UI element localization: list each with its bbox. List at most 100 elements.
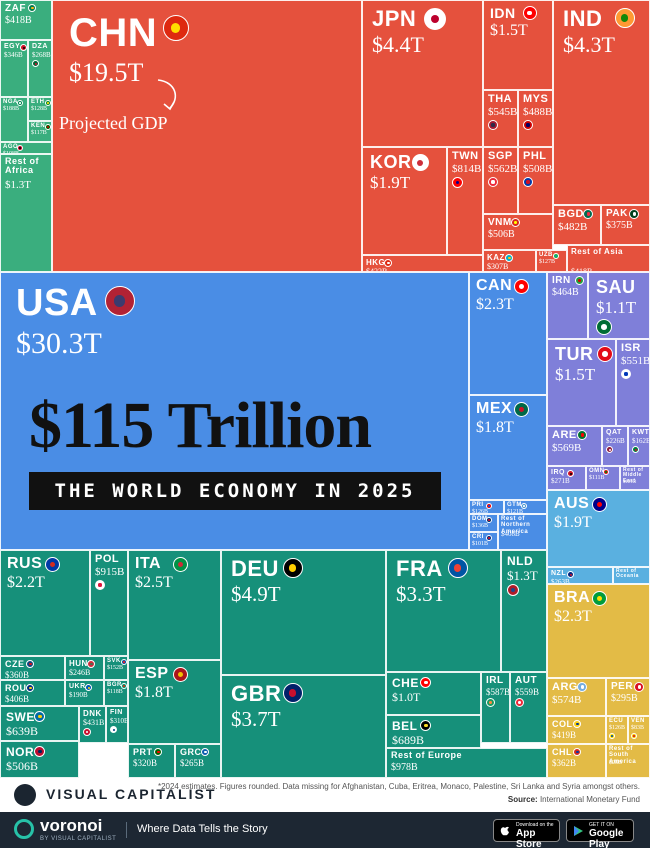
cell-value: $1.5T — [555, 365, 596, 384]
flag-icon — [634, 682, 645, 692]
cell-gtm: GTM $121B — [504, 500, 547, 514]
headline-total: $115 Trillion — [29, 389, 372, 462]
cell-kor: KOR $1.9T — [362, 147, 447, 255]
cell-rou: ROU $406B — [0, 680, 65, 706]
flag-icon — [513, 279, 529, 294]
annotation-arrow-icon — [157, 79, 177, 111]
cell-code: CZE — [5, 659, 25, 669]
flag-icon — [486, 698, 495, 707]
app-store-small: Download on the — [516, 822, 554, 828]
cell-value: $307B — [487, 262, 509, 271]
cell-value: $320B — [133, 758, 158, 768]
cell-value: $1.8T — [476, 419, 514, 436]
cell-chn: CHN $19.5T — [52, 0, 362, 272]
cell-value: $246B — [69, 668, 91, 677]
flag-icon — [486, 503, 493, 509]
flag-icon — [603, 469, 610, 475]
cell-rest-of-northern-america: Rest of Northern America $408B — [498, 514, 547, 550]
cell-nld: NLD $1.3T — [501, 550, 547, 672]
cell-code: Rest of Africa — [5, 156, 40, 176]
cell-chl: CHL $362B — [547, 744, 606, 778]
cell-value: $128B — [31, 106, 48, 112]
cell-are: ARE $569B — [547, 426, 602, 466]
cell-gbr: GBR $3.7T — [221, 675, 386, 778]
cell-code: DOM — [472, 516, 488, 522]
cell-code: RUS — [7, 555, 43, 572]
flag-icon — [567, 571, 575, 578]
cell-tur: TUR $1.5T — [547, 339, 616, 426]
cell-code: HUN — [69, 659, 88, 668]
flag-icon — [26, 684, 35, 692]
cell-value: $226B — [606, 437, 625, 445]
cell-value: $4.3T — [563, 32, 615, 57]
footnote: *2024 estimates. Figures rounded. Data m… — [157, 782, 640, 791]
google-play-button[interactable]: GET IT ON Google Play — [566, 819, 634, 850]
cell-code: Rest of South America — [609, 746, 637, 765]
cell-value: $3.3T — [396, 582, 446, 606]
flag-icon — [553, 253, 560, 259]
cell-value: $418B — [5, 15, 32, 26]
cell-code: SAU — [596, 277, 636, 297]
flag-icon — [573, 720, 582, 728]
cell-arg: ARG $574B — [547, 678, 606, 716]
source-text: International Monetary Fund — [539, 795, 640, 804]
app-store-button[interactable]: Download on the App Store — [493, 819, 560, 850]
cell-value: $121B — [623, 480, 637, 485]
cell-tha: THA $545B — [483, 90, 518, 147]
flag-icon — [17, 145, 24, 151]
source-label: Source: — [507, 795, 538, 804]
cell-code: ARG — [552, 681, 578, 693]
google-play-small: GET IT ON — [589, 822, 614, 828]
flag-icon — [45, 124, 51, 130]
flag-icon — [420, 720, 432, 731]
cell-sgp: SGP $562B — [483, 147, 518, 214]
cell-value: $2.2T — [7, 574, 45, 591]
cell-dom: DOM $136B — [469, 514, 498, 532]
cell-code: SWE — [6, 710, 35, 724]
cell-value: $431B — [83, 718, 105, 727]
cell-value: $1.9T — [554, 514, 592, 531]
flag-icon — [104, 286, 135, 316]
cell-code: JPN — [372, 6, 417, 31]
cell-value: $30.3T — [16, 327, 102, 360]
flag-icon — [121, 659, 127, 665]
cell-code: CHE — [392, 676, 419, 690]
flag-icon — [522, 6, 537, 20]
cell-vnm: VNM $506B — [483, 214, 553, 250]
cell-bgr: BGR $118B — [104, 680, 128, 706]
app-store-label: App Store — [516, 828, 542, 850]
cell-code: EGY — [4, 43, 21, 50]
projected-gdp-annotation: Projected GDP — [59, 113, 168, 133]
flag-icon — [521, 503, 528, 509]
cell-col: COL $419B — [547, 716, 606, 744]
cell-value: $188B — [3, 106, 20, 112]
flag-icon — [87, 660, 96, 668]
cell-code: DEU — [231, 556, 279, 581]
cell-value: $562B — [488, 163, 518, 175]
cell-value: $101B — [472, 541, 489, 547]
cell-code: NGA — [3, 99, 18, 105]
cell-rest-of-middle-east: Rest of Middle East $121B — [620, 466, 650, 490]
cell-rus: RUS $2.2T — [0, 550, 90, 656]
cell-value: $190B — [69, 691, 88, 699]
cell-code: QAT — [606, 429, 622, 436]
cell-bel: BEL $689B — [386, 715, 481, 748]
cell-code: MEX — [476, 400, 513, 417]
flag-icon — [28, 4, 37, 12]
cell-value: $295B — [611, 693, 638, 704]
flag-icon — [629, 209, 640, 219]
cell-cze: CZE $360B — [0, 656, 65, 680]
flag-icon — [452, 177, 463, 188]
flag-icon — [17, 100, 24, 106]
cell-value: $117B — [31, 130, 47, 136]
cell-value: $4.9T — [231, 582, 281, 606]
footer: VISUAL CAPITALIST *2024 estimates. Figur… — [0, 778, 650, 850]
cell-value: $2.3T — [554, 608, 592, 625]
cell-rest-of-south-america: Rest of South America $28B — [606, 744, 650, 778]
flag-icon — [513, 402, 529, 417]
cell-code: AUT — [515, 675, 538, 686]
flag-icon — [631, 733, 637, 739]
cell-value: $406B — [5, 694, 30, 704]
cell-code: KOR — [370, 152, 412, 172]
cell-omn: OMN $111B — [586, 466, 620, 490]
